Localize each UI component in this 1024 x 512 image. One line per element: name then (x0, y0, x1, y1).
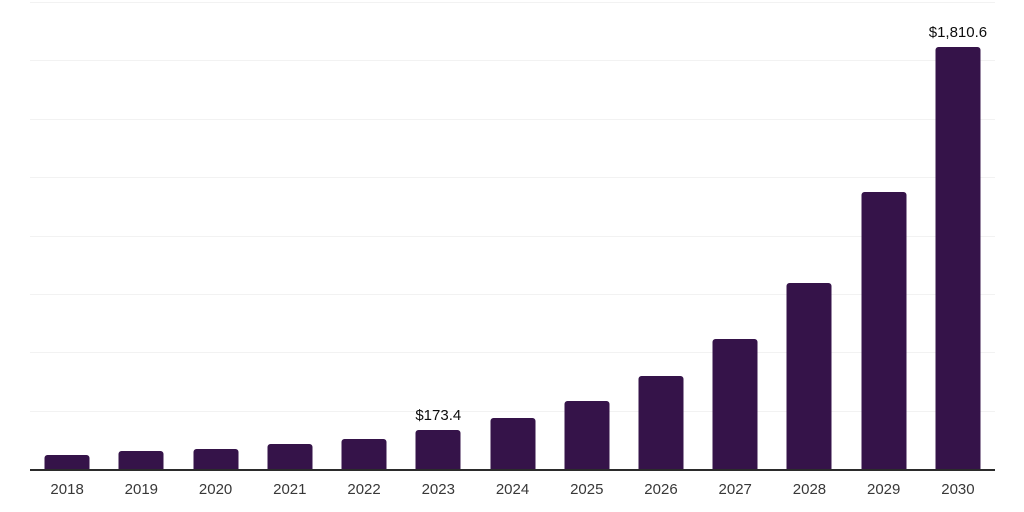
bar-2022 (341, 438, 387, 470)
grid-layer (30, 0, 995, 470)
x-tick-label: 2027 (718, 481, 752, 498)
bar-2018 (44, 454, 90, 470)
bar-2025 (564, 400, 610, 470)
bar-2026 (638, 375, 684, 470)
bar-band (327, 0, 401, 470)
x-axis-labels: 2018 2019 2020 2021 2022 2023 2024 2025 2026 2027… (30, 480, 995, 500)
bar-band (178, 0, 252, 470)
bar-value-label: $173.4 (415, 406, 462, 424)
gridline (30, 118, 995, 120)
gridline (30, 352, 995, 354)
bar-2030 (935, 47, 981, 470)
x-tick-label: 2023 (421, 481, 455, 498)
bar-band (624, 0, 698, 470)
x-tick-label: 2029 (867, 481, 901, 498)
bar-2024 (490, 418, 536, 470)
bar-2028 (786, 282, 832, 470)
bar-band: $1,810.6 (921, 0, 995, 470)
bars: $173.4 $1,810.6 (30, 0, 995, 470)
bar-band (475, 0, 549, 470)
bar-band (772, 0, 846, 470)
gridline (30, 293, 995, 295)
gridline (30, 177, 995, 179)
bar-band: $173.4 (401, 0, 475, 470)
x-tick-label: 2018 (50, 481, 84, 498)
bar-band (253, 0, 327, 470)
bar-band (550, 0, 624, 470)
bar-2020 (193, 449, 239, 470)
x-tick-label: 2030 (941, 481, 975, 498)
x-tick-label: 2026 (644, 481, 678, 498)
x-tick-label: 2025 (570, 481, 604, 498)
x-tick-label: 2019 (124, 481, 159, 498)
bar-2027 (712, 339, 758, 470)
plot-area: $173.4 $1,810.6 (30, 0, 995, 471)
bar-2029 (861, 192, 907, 470)
bar-band (30, 0, 104, 470)
bar-2023 (415, 429, 461, 470)
x-tick-label: 2022 (347, 481, 381, 498)
x-tick-label: 2021 (273, 481, 307, 498)
bar-2019 (118, 451, 164, 470)
gridline (30, 235, 995, 237)
bar-band (698, 0, 772, 470)
x-tick-label: 2028 (792, 481, 827, 498)
x-axis-line (30, 469, 995, 471)
bar-band (847, 0, 921, 470)
gridline (30, 60, 995, 62)
x-tick-label: 2024 (495, 481, 530, 498)
gridline (30, 410, 995, 412)
bar-value-label: $1,810.6 (928, 24, 988, 42)
bar-band (104, 0, 178, 470)
gridline (30, 2, 995, 3)
bar-2021 (267, 444, 313, 470)
x-tick-label: 2020 (198, 481, 233, 498)
